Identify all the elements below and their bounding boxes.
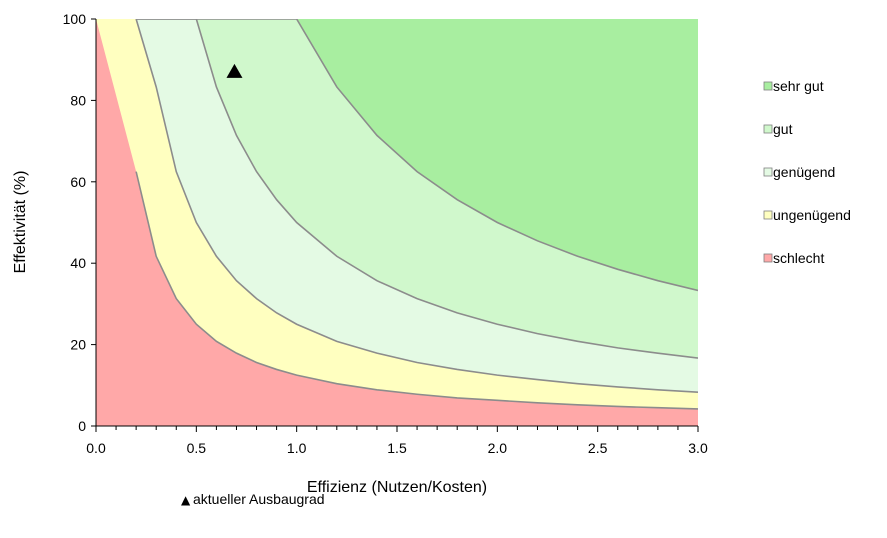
legend-swatch — [763, 253, 773, 263]
area-ungenügend — [96, 19, 698, 426]
y-axis-title: Effektivität (%) — [12, 171, 29, 274]
legend: sehr gut gut genügend ungenügend schlecht — [763, 78, 851, 266]
legend-swatch — [763, 210, 773, 220]
legend-swatch — [763, 124, 773, 134]
x-tick-label: 3.0 — [688, 440, 708, 456]
marker-legend: ▲ aktueller Ausbaugrad — [181, 491, 325, 507]
x-tick-label: 2.0 — [488, 440, 508, 456]
y-tick-label: 0 — [78, 418, 86, 434]
boundary-line — [136, 19, 698, 292]
plot-area — [96, 19, 698, 426]
legend-label: ungenügend — [773, 207, 851, 223]
legend-label: sehr gut — [773, 78, 824, 94]
boundary-line — [135, 171, 698, 410]
legend-label: gut — [773, 121, 793, 137]
x-axis-title: Effizienz (Nutzen/Kosten) — [307, 479, 487, 496]
y-tick-label: 80 — [70, 92, 86, 108]
x-tick-label: 2.5 — [588, 440, 608, 456]
y-tick-label: 60 — [70, 174, 86, 190]
boundary-line — [135, 19, 698, 394]
legend-swatch — [763, 81, 773, 91]
axes: 0 20 40 60 80 100 0.0 0.5 1.0 1.5 2.0 2.5 3.0 — [63, 11, 708, 456]
legend-label: genügend — [773, 164, 835, 180]
marker-legend-label: aktueller Ausbaugrad — [193, 491, 325, 507]
x-tick-label: 1.5 — [387, 440, 407, 456]
y-tick-label: 40 — [70, 255, 86, 271]
x-tick-label: 0.5 — [187, 440, 207, 456]
y-tick-label: 20 — [70, 337, 86, 353]
area-schlecht — [96, 19, 698, 426]
x-tick-label: 0.0 — [86, 440, 106, 456]
boundary-line — [136, 19, 698, 359]
marker-legend-symbol: ▲ — [181, 493, 191, 507]
y-tick-label: 100 — [63, 11, 87, 27]
legend-swatch — [763, 167, 773, 177]
legend-label: schlecht — [773, 250, 824, 266]
marker-point — [226, 63, 243, 78]
x-tick-label: 1.0 — [287, 440, 307, 456]
